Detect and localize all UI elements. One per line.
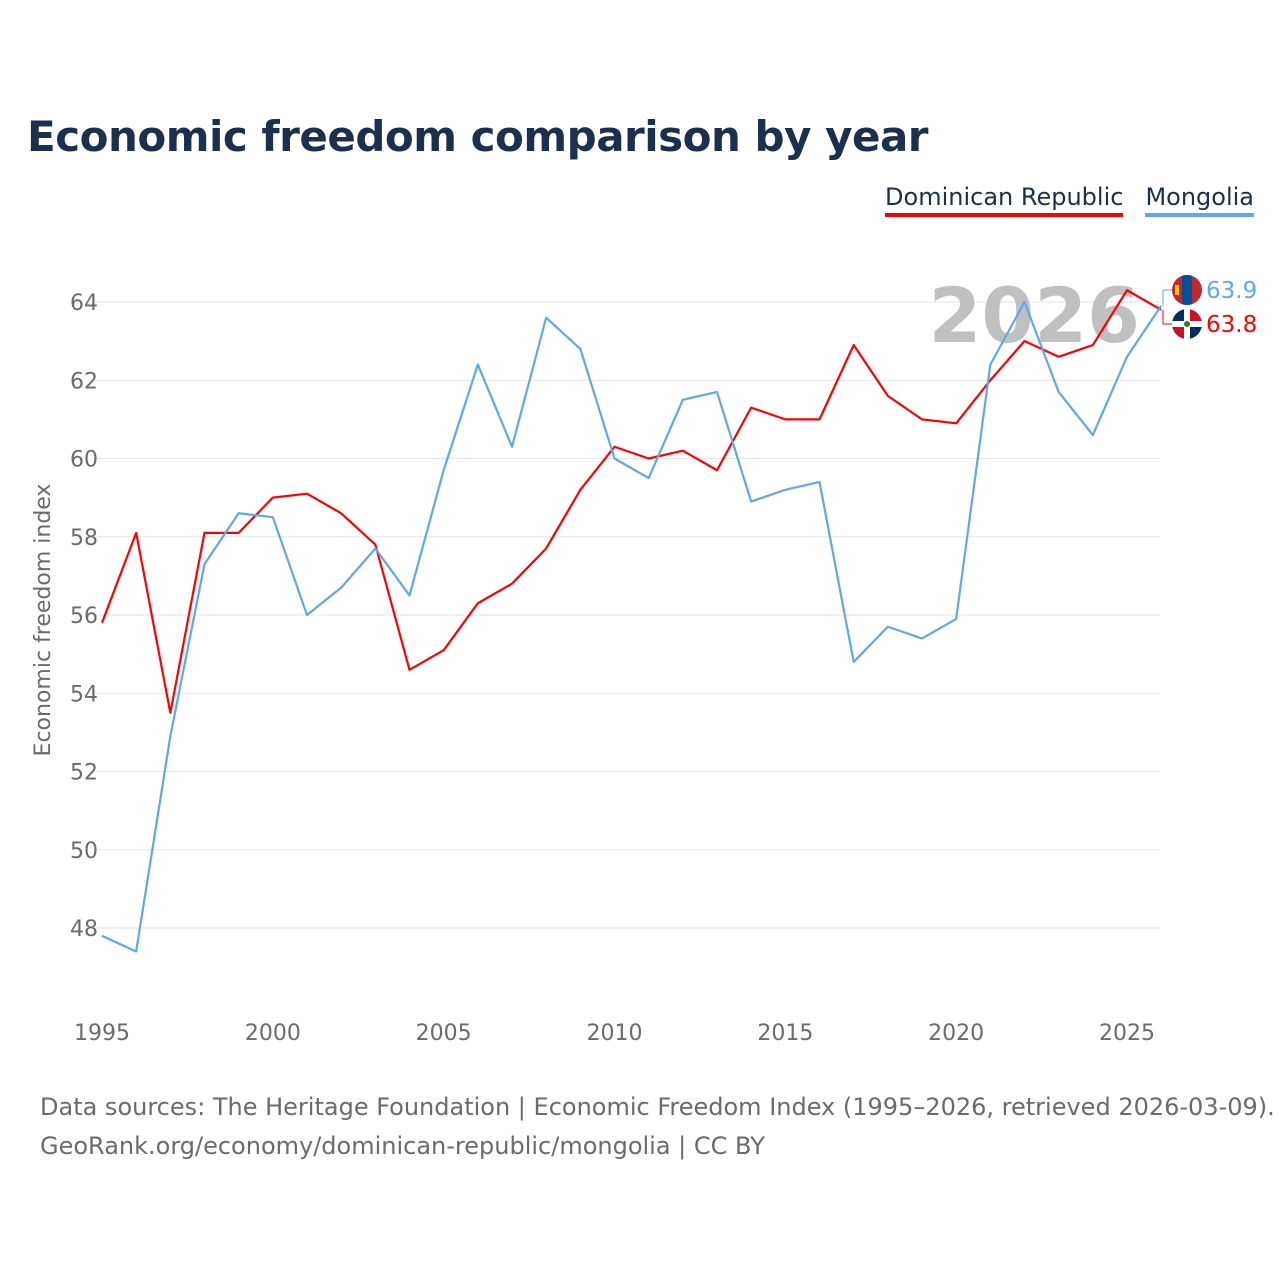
legend-mongolia[interactable]: Mongolia [1145,183,1254,217]
legend: Dominican Republic Mongolia [885,183,1254,217]
footer-link[interactable]: GeoRank.org/economy/dominican-republic/m… [40,1132,765,1160]
y-tick-label: 58 [70,526,98,551]
footer: Data sources: The Heritage Foundation | … [40,1088,1275,1166]
y-tick-label: 52 [70,761,98,786]
mongolia-flag-icon [1172,275,1202,305]
x-tick-label: 2015 [757,1021,813,1046]
chart-title: Economic freedom comparison by year [27,112,929,161]
end-connector [1162,309,1172,325]
y-tick-label: 50 [70,839,98,864]
x-tick-label: 2005 [416,1021,472,1046]
footer-sources: Data sources: The Heritage Foundation | … [40,1093,1275,1121]
legend-dominican-republic[interactable]: Dominican Republic [885,183,1124,217]
series-line-mongolia[interactable] [101,300,1163,953]
end-connector [1162,289,1172,306]
y-axis-label: Economic freedom index [31,484,56,757]
x-tick-label: 2000 [245,1021,301,1046]
y-tick-label: 48 [70,917,98,942]
y-tick-label: 62 [70,369,98,394]
x-tick-label: 1995 [74,1021,130,1046]
y-tick-label: 56 [70,604,98,629]
x-tick-label: 2010 [587,1021,643,1046]
end-value-label: 63.9 [1206,278,1257,304]
y-tick-label: 60 [70,448,98,473]
y-tick-label: 64 [70,291,98,316]
series-line-dominican-republic[interactable] [100,289,1162,714]
end-value-label: 63.8 [1206,312,1257,338]
x-tick-label: 2020 [928,1021,984,1046]
y-tick-label: 54 [70,682,98,707]
x-tick-label: 2025 [1099,1021,1155,1046]
dominican-republic-flag-icon [1172,309,1202,339]
